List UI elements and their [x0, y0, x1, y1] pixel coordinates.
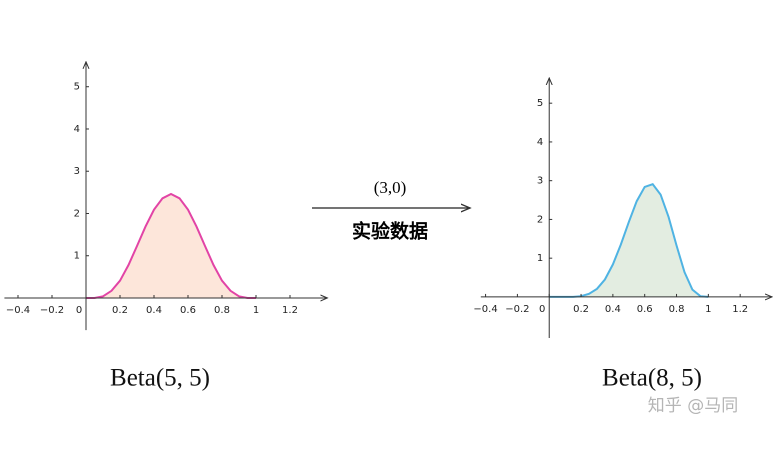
y-tick-label: 1: [74, 251, 80, 262]
y-tick-label: 4: [537, 137, 543, 148]
x-tick-label: 0.4: [146, 305, 162, 316]
x-tick-label: 0.2: [112, 305, 128, 316]
chart-title: Beta(5, 5): [110, 365, 210, 392]
curve-area: [549, 184, 709, 297]
y-tick-label: 2: [74, 208, 80, 219]
x-tick-label: 1: [705, 304, 711, 315]
y-tick-label: 3: [537, 176, 543, 187]
x-tick-label: 0.8: [214, 305, 230, 316]
watermark: 知乎 @马同: [648, 396, 738, 416]
curve-area: [86, 194, 256, 298]
y-tick-label: 2: [537, 214, 543, 225]
x-tick-label: 0: [76, 305, 82, 316]
x-tick-label: 1: [253, 305, 259, 316]
x-tick-label: 0.2: [573, 304, 589, 315]
x-tick-label: 0.8: [669, 304, 685, 315]
curve: [86, 192, 256, 299]
x-tick-label: 0.6: [180, 305, 196, 316]
y-tick-label: 4: [74, 124, 80, 135]
x-tick-label: −0.2: [40, 305, 64, 316]
x-tick-label: 0: [539, 304, 545, 315]
x-tick-label: −0.4: [6, 305, 30, 316]
x-tick-label: 1.2: [732, 304, 748, 315]
x-tick-label: 0.4: [605, 304, 621, 315]
y-tick-label: 3: [74, 166, 80, 177]
x-tick-label: 0.6: [637, 304, 653, 315]
y-tick-label: 1: [537, 253, 543, 264]
arrow-bottom: 实验数据: [352, 220, 428, 243]
y-tick-label: 5: [537, 98, 543, 109]
x-tick-label: −0.2: [505, 304, 529, 315]
x-tick-label: 1.2: [282, 305, 298, 316]
arrow-top: (3,0): [374, 178, 407, 197]
chart-title: Beta(8, 5): [602, 365, 702, 392]
y-tick-label: 5: [74, 82, 80, 93]
x-tick-label: −0.4: [473, 304, 497, 315]
